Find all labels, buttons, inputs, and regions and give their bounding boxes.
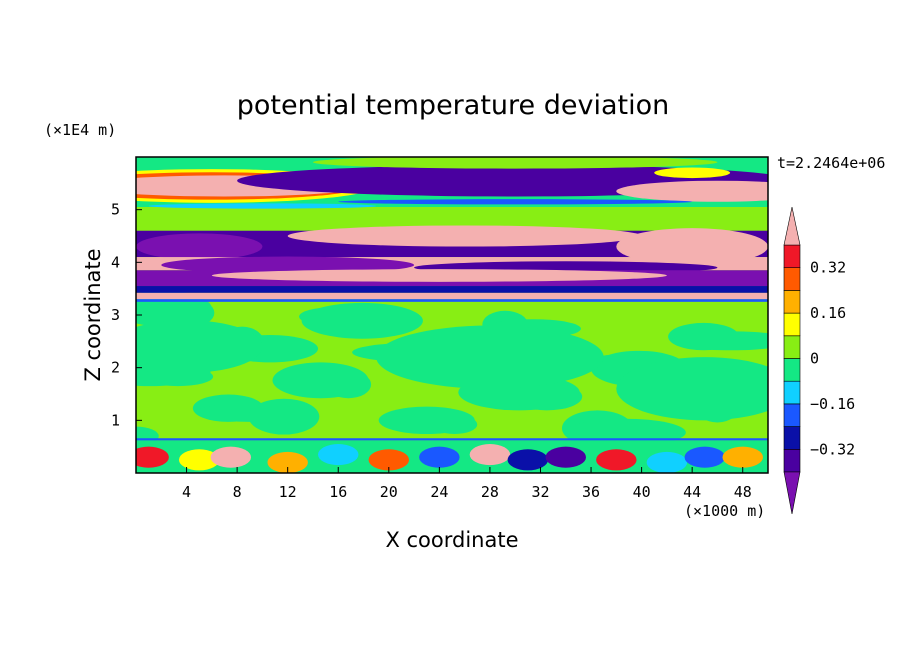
colorbar-tick-label: 0.16 [810,304,846,322]
contour-blob [469,444,511,466]
colorbar-swatch [783,244,801,269]
time-label: t=2.2464e+06 [777,154,885,172]
x-tick-label: 28 [481,483,499,501]
colorbar-tick-label: −0.32 [810,440,855,458]
colorbar-swatch [783,290,801,314]
colorbar-swatch [783,312,801,337]
colorbar: 0.32 0.16 0 −0.16 −0.32 [783,206,855,515]
contour-blob [136,446,169,468]
contour-blob [136,233,263,260]
contour-blob [646,451,688,473]
x-tick-label: 24 [430,483,448,501]
contour-blob [338,199,693,205]
x-tick-label: 44 [683,483,701,501]
contour-blob [210,446,252,468]
y-axis: 1 2 3 4 5 [111,201,142,429]
contour-blob [722,446,763,468]
colorbar-tick-label: 0 [810,350,819,368]
y-axis-label: Z coordinate [81,248,105,381]
contour-blob [301,302,423,339]
contour-blob [267,451,308,473]
contour-blob [248,398,320,435]
contour-blob [616,357,768,421]
x-axis: 4 8 12 16 20 24 28 32 36 40 44 48 [182,467,752,501]
contour-blob [287,225,642,247]
contour-band [136,292,768,300]
y-tick-label: 3 [111,306,120,324]
contour-blob [313,157,718,169]
contour-blob [168,299,215,327]
colorbar-bottom-arrow [783,471,801,515]
y-tick-label: 1 [111,411,120,429]
contour-blob [654,167,731,179]
colorbar-swatch [783,335,801,359]
colorbar-top-arrow [783,206,801,246]
contour-blob [545,446,586,468]
x-unit-label: (×1000 m) [684,502,765,520]
contour-blob [161,256,415,274]
y-tick-label: 5 [111,201,120,219]
contour-blob [419,446,460,468]
contour-blob [211,269,667,282]
contour-blob [368,449,410,471]
x-tick-label: 8 [233,483,242,501]
contour-blob [136,320,263,373]
plot-area [136,157,768,473]
colorbar-swatch [783,358,801,382]
chart-title: potential temperature deviation [237,90,669,121]
colorbar-swatch [783,426,801,450]
y-unit-label: (×1E4 m) [44,121,116,139]
x-tick-label: 32 [531,483,549,501]
contour-blob [376,325,604,389]
colorbar-swatch [783,380,801,405]
x-tick-label: 40 [633,483,651,501]
x-tick-label: 4 [182,483,191,501]
y-tick-label: 4 [111,253,120,271]
contour-blob [684,446,726,468]
x-tick-label: 48 [734,483,752,501]
contour-blob [596,449,637,471]
contour-band [136,438,768,441]
contour-blob [431,415,478,435]
contour-blob [148,203,377,209]
contour-blob [325,370,372,399]
contour-blob [616,228,768,265]
x-tick-label: 16 [329,483,347,501]
y-tick-label: 2 [111,359,120,377]
contour-blob [318,444,359,466]
contour-blob [670,331,768,351]
colorbar-swatch [783,448,801,473]
contour-blob [178,449,220,471]
contour-band [136,207,768,226]
contour-blob [511,382,583,411]
colorbar-tick-label: −0.16 [810,395,855,413]
x-axis-label: X coordinate [385,528,518,552]
x-tick-label: 20 [380,483,398,501]
x-tick-label: 36 [582,483,600,501]
colorbar-swatch [783,267,801,291]
colorbar-swatch [783,403,801,427]
contour-blob [616,180,768,202]
x-tick-label: 12 [279,483,297,501]
contour-blob [507,449,549,471]
contour-band [136,286,768,293]
colorbar-tick-label: 0.32 [810,259,846,277]
contour-band [136,299,768,302]
